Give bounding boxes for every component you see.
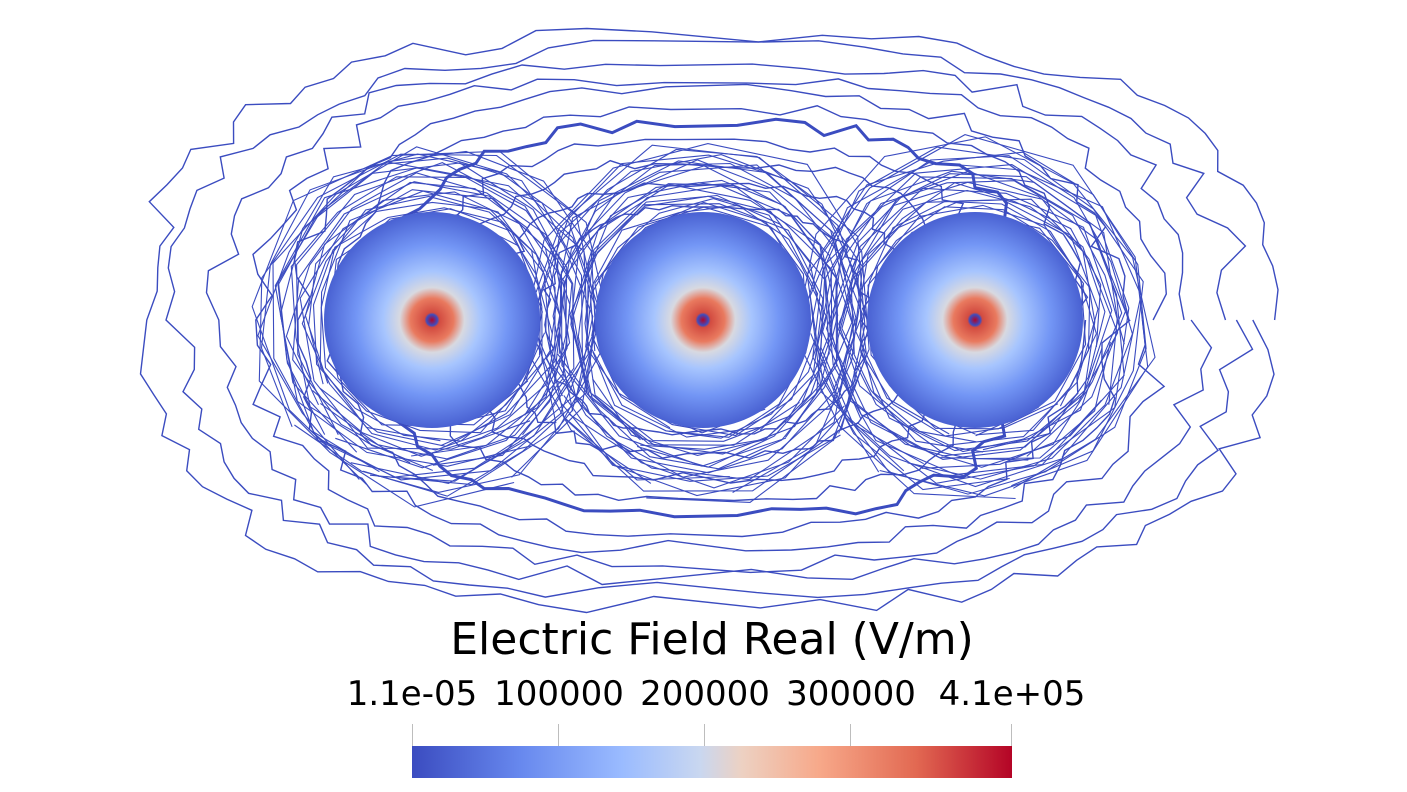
source-contour [830,180,1125,460]
source-contour [822,164,1130,484]
source-contour [841,189,1106,453]
source-contour [560,165,838,467]
tick-label-200000: 200000 [640,674,770,714]
contour-line [139,27,1279,614]
tick-mark [850,724,851,746]
source-contour [865,204,1087,430]
field-source-1 [324,212,540,428]
source-contour [279,162,575,467]
source-contour [272,146,603,481]
field-source-2 [595,212,811,428]
source-contour [577,183,833,450]
source-contour [258,153,598,508]
source-contour [812,146,1144,491]
contour-line [205,63,1213,586]
source-contour [532,144,870,492]
source-contour [838,187,1113,457]
source-contour [274,167,589,484]
tick-label-300000: 300000 [786,674,916,714]
source-contour [527,154,866,497]
contour-line [252,78,1168,574]
source-contour [544,154,864,493]
source-contour [817,155,1133,480]
source-contour [859,200,1097,443]
tick-label-max: 4.1e+05 [938,674,1086,714]
field-sources [324,212,1083,428]
tick-mark [558,724,559,746]
source-contour [794,136,1156,500]
source-contour [296,161,573,469]
contour-line [165,39,1254,599]
color-legend-bar [412,746,1012,778]
field-source-3 [867,212,1083,428]
source-contour [809,161,1142,488]
source-contour [251,150,612,486]
source-contour [290,176,568,472]
source-contour [806,134,1149,497]
source-contour [549,162,857,489]
tick-mark [704,724,705,746]
source-contour [552,164,854,481]
tick-mark [412,724,413,746]
tick-mark [1011,724,1012,746]
legend-title: Electric Field Real (V/m) [450,614,974,665]
source-contour [301,195,561,451]
tick-label-min: 1.1e-05 [346,674,478,714]
source-contour [570,182,839,468]
tick-label-100000: 100000 [494,674,624,714]
source-contour [834,181,1119,460]
source-contour [820,173,1125,469]
source-contour [825,176,1126,461]
contour-line [293,83,1131,554]
